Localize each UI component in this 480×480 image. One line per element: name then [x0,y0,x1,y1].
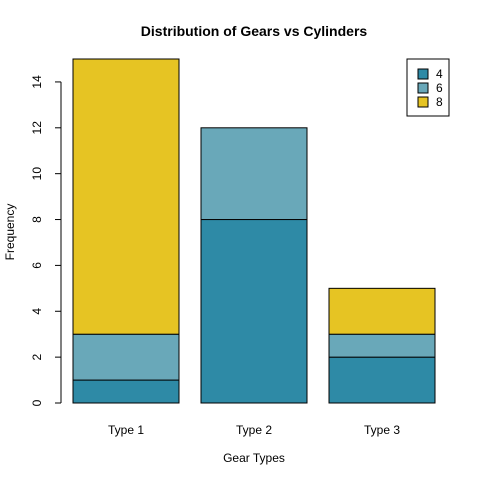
y-tick-label-12: 12 [30,121,44,135]
bar-type-1-cyl-8 [72,58,180,335]
x-axis-label: Gear Types [223,451,285,465]
y-tick-label-10: 10 [30,167,44,181]
bar-type-3-cyl-8 [328,287,436,335]
y-tick-label-14: 14 [30,75,44,89]
legend-swatch-cyl-8 [417,96,429,108]
bar-type-1-cyl-6 [72,333,180,381]
x-tick-labels: Type 1 Type 2 Type 3 [108,423,400,437]
y-axis-label: Frequency [3,204,17,261]
bar-type-3-cyl-4 [328,356,436,404]
legend: 468 [406,58,450,117]
y-tick-label-6: 6 [30,262,44,269]
legend-swatch-cyl-4 [417,68,429,80]
y-tick-label-0: 0 [30,399,44,406]
bar-type-3-cyl-6 [328,333,436,358]
y-tick-label-4: 4 [30,308,44,315]
x-tick-label-type-3: Type 3 [364,423,400,437]
legend-label-cyl-4: 4 [436,67,443,81]
chart-title: Distribution of Gears vs Cylinders [141,23,368,39]
x-tick-label-type-2: Type 2 [236,423,272,437]
y-tick-label-2: 2 [30,353,44,360]
x-tick-label-type-1: Type 1 [108,423,144,437]
bar-type-2-cyl-4 [200,219,308,404]
bar-type-1-cyl-4 [72,379,180,404]
y-ticks: 0 2 4 6 8 10 12 14 [30,75,61,406]
legend-label-cyl-8: 8 [436,95,443,109]
y-tick-label-8: 8 [30,216,44,223]
legend-swatch-cyl-6 [417,82,429,94]
legend-items: 468 [417,67,443,109]
bars-group [72,58,436,404]
legend-label-cyl-6: 6 [436,81,443,95]
y-axis: 0 2 4 6 8 10 12 14 [30,75,62,406]
bar-type-2-cyl-6 [200,127,308,221]
